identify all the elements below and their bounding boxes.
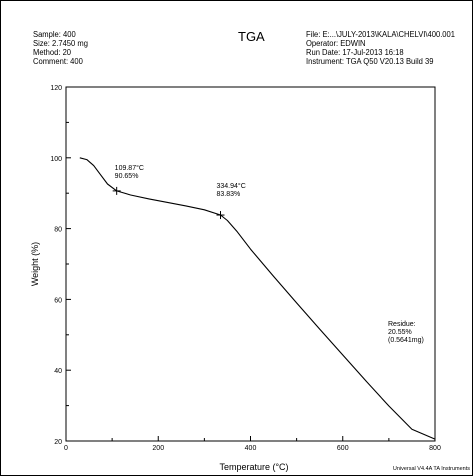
y-tick-label: 80 [54, 227, 62, 234]
y-tick-label: 20 [54, 439, 62, 446]
x-tick-label: 400 [245, 445, 257, 452]
x-tick-label: 200 [152, 445, 164, 452]
weight-curve [79, 157, 436, 440]
size-label: Size: 2.7450 mg [33, 39, 88, 48]
x-tick-label: 0 [64, 445, 68, 452]
instrument-label: Instrument: TGA Q50 V20.13 Build 39 [306, 57, 434, 66]
marker-weight-label: 90.65% [115, 173, 139, 180]
axis-ticks: 20 40 60 80 100 120 0 200 400 600 800 [50, 85, 441, 452]
plot-border [65, 86, 436, 442]
residue-annotation-line: (0.5641mg) [388, 337, 424, 344]
x-tick-label: 600 [337, 445, 349, 452]
y-tick-label: 60 [54, 297, 62, 304]
software-footer: Universal V4.4A TA Instruments [393, 466, 470, 472]
marker-temperature-label: 334.94°C [216, 182, 245, 190]
operator-label: Operator: EDWIN [306, 39, 366, 48]
y-tick-label: 120 [50, 85, 62, 92]
y-tick-label: 100 [50, 156, 62, 163]
weight-loss-line [79, 157, 436, 440]
sample-label: Sample: 400 [33, 30, 76, 39]
marker-weight-label: 83.83% [216, 191, 240, 198]
chart-title: TGA [238, 29, 265, 44]
marker-temperature-label: 109.87°C [115, 164, 144, 172]
residue-annotation-line: 20.55% [388, 329, 412, 336]
plot-axes [65, 86, 436, 442]
chart-labels: 109.87°C90.65% 334.94°C83.83% Residue:20.5… [30, 164, 470, 472]
run-date-label: Run Date: 17-Jul-2013 16:18 [306, 48, 404, 57]
file-label: File: E:...\JULY-2013\KALA\CHELVI\400.00… [306, 30, 455, 39]
residue-annotation-line: Residue: [388, 321, 416, 328]
y-axis-label: Weight (%) [30, 242, 40, 286]
y-tick-label: 40 [54, 368, 62, 375]
method-label: Method: 20 [33, 48, 72, 57]
x-tick-label: 800 [429, 445, 441, 452]
point-markers [112, 186, 225, 220]
x-axis-label: Temperature (°C) [219, 462, 288, 472]
comment-label: Comment: 400 [33, 57, 83, 66]
